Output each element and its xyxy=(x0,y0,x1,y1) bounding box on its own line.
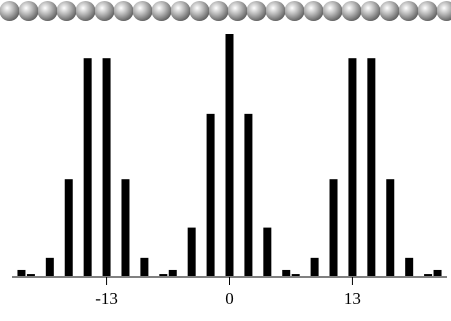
bar xyxy=(263,227,272,276)
bar xyxy=(433,269,442,276)
bar xyxy=(102,58,111,277)
bar xyxy=(310,257,319,276)
bar xyxy=(45,257,54,276)
x-tick-label: 13 xyxy=(344,289,361,308)
bar xyxy=(140,257,149,276)
bar xyxy=(424,274,433,276)
bar xyxy=(386,179,395,276)
bar xyxy=(83,58,92,277)
bar xyxy=(159,274,168,276)
bar xyxy=(405,257,414,276)
bar xyxy=(367,58,376,277)
sphere-strip xyxy=(0,0,451,24)
bar xyxy=(225,34,234,276)
x-tick-label: 0 xyxy=(225,289,234,308)
bar xyxy=(291,274,300,276)
bar xyxy=(244,113,253,276)
bar xyxy=(329,179,338,276)
x-tick-label: -13 xyxy=(95,289,118,308)
bar xyxy=(121,179,130,276)
bar xyxy=(348,58,357,277)
bar xyxy=(187,227,196,276)
bar xyxy=(206,113,215,276)
bar xyxy=(64,179,73,276)
bar xyxy=(282,269,291,276)
bar xyxy=(17,269,26,276)
bar xyxy=(168,269,177,276)
bar xyxy=(26,274,35,276)
